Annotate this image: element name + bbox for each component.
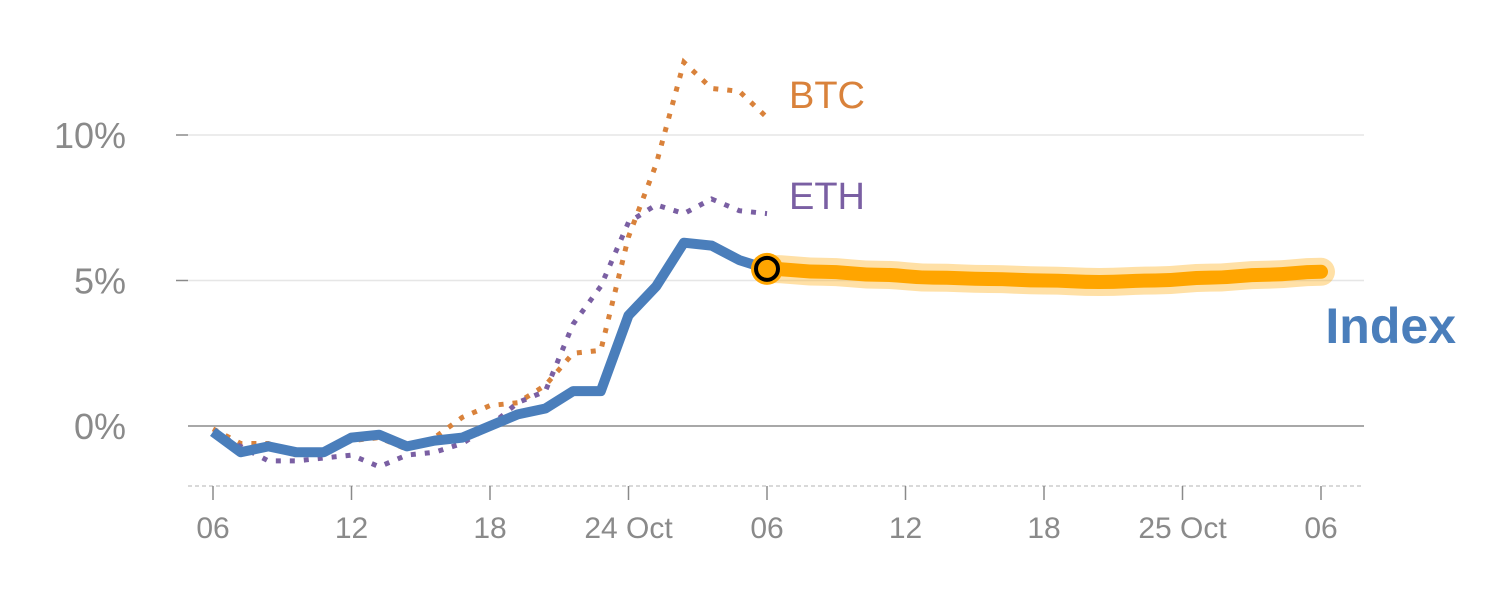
x-tick-label: 06 (1304, 512, 1337, 545)
x-tick-label: 12 (335, 512, 368, 545)
x-tick-label: 18 (473, 512, 506, 545)
x-tick-label: 18 (1027, 512, 1060, 545)
y-tick-label: 5% (74, 261, 126, 302)
axis-layer: 0% 5% 10% 06 12 18 24 Oct 06 12 18 25 Oct 06 (54, 115, 1364, 545)
label-layer: BTC ETH Index (789, 75, 1456, 354)
series-line-btc (211, 57, 769, 458)
y-tick-label: 10% (54, 115, 126, 156)
series-label-btc: BTC (789, 75, 865, 117)
series-label-index: Index (1325, 298, 1456, 354)
x-tick-label: 06 (750, 512, 783, 545)
x-tick-label: 06 (196, 512, 229, 545)
series-line-index (210, 237, 769, 458)
forecast-start-marker (754, 255, 780, 282)
y-tick-label: 0% (74, 406, 126, 447)
x-tick-label: 24 Oct (584, 512, 673, 545)
forecast-line (760, 261, 1328, 290)
series-label-eth: ETH (789, 176, 865, 218)
x-tick-label: 25 Oct (1138, 512, 1227, 545)
x-tick-label: 12 (889, 512, 922, 545)
series-layer (210, 57, 1335, 470)
